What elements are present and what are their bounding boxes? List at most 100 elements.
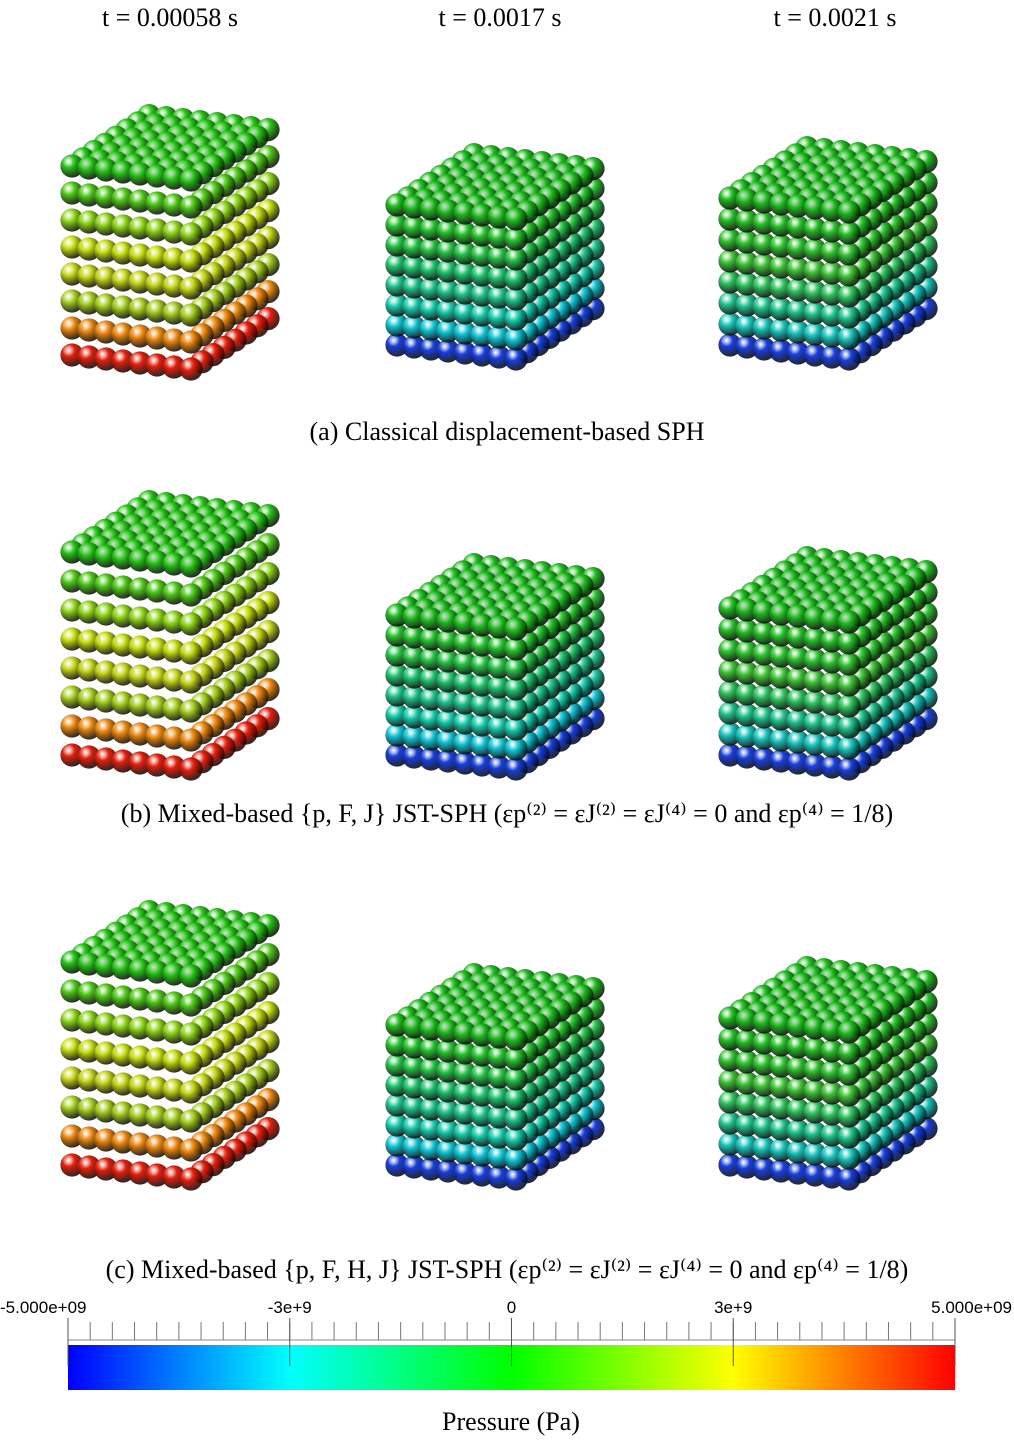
particle [453,1041,477,1065]
particle [402,685,426,709]
particle [436,339,460,363]
particle [436,319,460,343]
particle [111,546,135,570]
particle [769,297,793,321]
particle [752,337,776,361]
particle [419,197,443,221]
tick-label: -5.000e+09 [0,1298,87,1317]
particle [470,243,494,267]
particle [128,270,152,294]
particle [803,238,827,262]
particle [419,607,443,631]
particle [419,337,443,361]
particle [77,542,101,566]
particle [402,1155,426,1179]
particle [162,328,186,352]
particle [179,303,203,327]
particle [820,734,844,758]
particle [111,1130,135,1154]
particle [735,745,759,769]
particle [769,234,793,258]
particle [803,1037,827,1061]
particle [162,697,186,721]
particle [145,960,169,984]
particle [504,637,528,661]
particle [402,745,426,769]
particle [470,223,494,247]
particle [419,237,443,261]
particle [752,1073,776,1097]
particle [769,644,793,668]
particle [718,617,742,641]
particle [837,1062,861,1086]
particle [145,1134,169,1158]
particle [77,952,101,976]
particle [820,1081,844,1105]
particle [162,301,186,325]
particle [128,216,152,240]
particle [769,602,793,626]
particle [128,958,152,982]
particle [837,673,861,697]
particle [820,282,844,306]
particle [179,641,203,665]
particle [837,284,861,308]
particle [735,1071,759,1095]
particle [436,689,460,713]
particle [162,355,186,379]
particle [145,245,169,269]
particle [487,1025,511,1049]
particle [470,263,494,287]
particle [735,598,759,622]
particle [718,596,742,620]
particle [820,1123,844,1147]
caption: (b) Mixed-based {p, F, J} JST-SPH (εp⁽²⁾… [121,799,893,828]
particle [60,743,84,767]
particle [735,209,759,233]
particle [470,1063,494,1087]
particle [402,295,426,319]
particle [162,220,186,244]
particle [837,1104,861,1128]
particle [820,1165,844,1189]
particle [487,345,511,369]
particle [504,617,528,641]
particle [94,602,118,626]
particle [60,289,84,313]
particle [128,189,152,213]
particle [419,1117,443,1141]
particle [77,156,101,180]
particle [77,264,101,288]
particle [77,210,101,234]
particle [402,605,426,629]
particle [769,1033,793,1057]
particle [419,747,443,771]
particle [77,600,101,624]
particle [786,1035,810,1059]
particle [453,751,477,775]
column-header: t = 0.0017 s [438,3,561,32]
particle [769,276,793,300]
particle [718,1111,742,1135]
particle [504,697,528,721]
particle [162,1107,186,1131]
particle [837,1020,861,1044]
particle [94,158,118,182]
particle [111,1014,135,1038]
particle [470,653,494,677]
particle [718,1069,742,1093]
particle [837,1146,861,1170]
particle [470,633,494,657]
particle [735,1155,759,1179]
particle [735,640,759,664]
particle [179,1051,203,1075]
particle [735,703,759,727]
particle [77,183,101,207]
particle [402,1075,426,1099]
particle [786,1140,810,1164]
particle [453,221,477,245]
particle [504,1147,528,1171]
particle [128,1074,152,1098]
particle [179,330,203,354]
particle [162,1020,186,1044]
